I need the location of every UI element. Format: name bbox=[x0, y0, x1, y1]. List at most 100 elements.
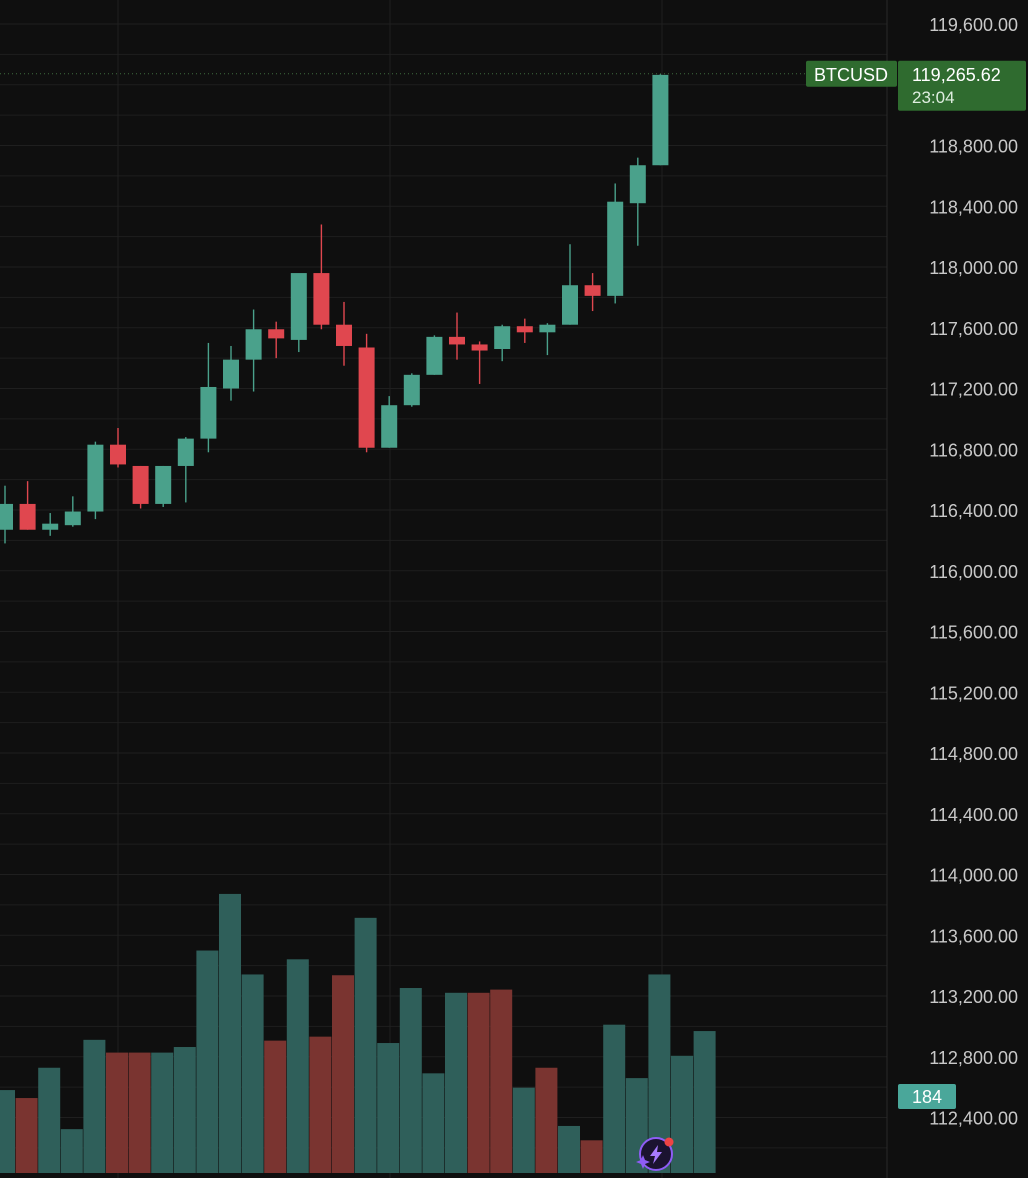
candle[interactable] bbox=[652, 74, 669, 166]
candle[interactable] bbox=[87, 441, 104, 520]
candle[interactable] bbox=[539, 323, 556, 356]
volume-bar bbox=[399, 988, 422, 1173]
volume-bar bbox=[60, 1129, 83, 1173]
symbol-label: BTCUSD bbox=[814, 65, 888, 85]
volume-bar bbox=[264, 1040, 287, 1173]
candle[interactable] bbox=[358, 333, 375, 453]
candle-body bbox=[155, 465, 172, 504]
volume-layer bbox=[0, 893, 716, 1173]
price-axis[interactable]: 119,600.00 118,800.00 118,400.00 118,000.00… bbox=[929, 15, 1018, 1129]
price-tick-label: 116,000.00 bbox=[929, 562, 1018, 582]
candle[interactable] bbox=[64, 496, 81, 527]
candle[interactable] bbox=[584, 273, 601, 312]
candle-body bbox=[200, 386, 217, 439]
candle[interactable] bbox=[200, 342, 217, 453]
volume-bar bbox=[354, 917, 377, 1173]
volume-bar bbox=[332, 975, 354, 1173]
candle-body bbox=[42, 523, 59, 530]
candle[interactable] bbox=[42, 513, 59, 536]
candle-body bbox=[652, 74, 669, 166]
volume-bar bbox=[106, 1052, 128, 1173]
price-tick-label: 113,600.00 bbox=[929, 926, 1018, 946]
price-tick-label: 119,600.00 bbox=[929, 15, 1018, 35]
volume-tag bbox=[898, 1084, 956, 1109]
last-price-layer: BTCUSD 119,265.62 23:04 184 bbox=[0, 60, 1026, 1109]
volume-bar bbox=[671, 1055, 693, 1173]
volume-bar bbox=[128, 1052, 151, 1173]
candle[interactable] bbox=[516, 318, 533, 343]
candle-body bbox=[562, 285, 578, 325]
candle[interactable] bbox=[177, 437, 194, 503]
candle-body bbox=[19, 503, 36, 530]
candle[interactable] bbox=[426, 335, 443, 375]
volume-bar bbox=[309, 1036, 332, 1173]
sparkle-bolt-icon[interactable] bbox=[636, 1137, 674, 1171]
volume-bar bbox=[512, 1087, 535, 1173]
candle-body bbox=[336, 324, 352, 346]
candle[interactable] bbox=[132, 465, 149, 509]
candle[interactable] bbox=[403, 373, 420, 407]
price-tick-label: 118,400.00 bbox=[929, 197, 1018, 217]
volume-bar bbox=[196, 950, 219, 1173]
price-tick-label: 116,800.00 bbox=[929, 440, 1018, 460]
volume-bar bbox=[648, 974, 671, 1173]
candle-body bbox=[494, 326, 511, 350]
candle[interactable] bbox=[223, 345, 239, 401]
price-tick-label: 113,200.00 bbox=[929, 987, 1018, 1007]
candle-body bbox=[223, 359, 239, 389]
price-tick-label: 115,200.00 bbox=[929, 683, 1018, 703]
volume-bar bbox=[693, 1031, 716, 1173]
candle-body bbox=[132, 465, 149, 504]
candle-body bbox=[313, 273, 330, 325]
candle[interactable] bbox=[313, 224, 330, 330]
volume-bar bbox=[445, 992, 467, 1173]
price-tick-label: 116,400.00 bbox=[929, 501, 1018, 521]
candle[interactable] bbox=[0, 485, 13, 544]
candle-body bbox=[539, 324, 556, 333]
price-tick-label: 114,400.00 bbox=[929, 805, 1018, 825]
candle[interactable] bbox=[449, 312, 465, 360]
volume-bar bbox=[377, 1043, 400, 1173]
candle-body bbox=[471, 344, 488, 351]
volume-bar bbox=[603, 1024, 626, 1173]
candle[interactable] bbox=[562, 244, 578, 325]
price-tick-label: 112,400.00 bbox=[929, 1109, 1018, 1129]
volume-bar bbox=[490, 989, 513, 1173]
candle[interactable] bbox=[336, 301, 352, 366]
candle[interactable] bbox=[245, 309, 262, 392]
candle[interactable] bbox=[629, 157, 646, 246]
candle-body bbox=[449, 336, 465, 345]
price-tick-label: 118,800.00 bbox=[929, 137, 1018, 157]
price-tick-label: 117,600.00 bbox=[929, 319, 1018, 339]
candle[interactable] bbox=[607, 183, 624, 304]
volume-bar bbox=[38, 1067, 61, 1173]
volume-bar bbox=[286, 959, 309, 1173]
volume-bar bbox=[241, 974, 264, 1173]
volume-bar bbox=[0, 1090, 15, 1173]
candle[interactable] bbox=[471, 341, 488, 384]
candle[interactable] bbox=[110, 427, 126, 468]
candle[interactable] bbox=[268, 321, 285, 359]
candle[interactable] bbox=[290, 273, 307, 353]
volume-bar bbox=[422, 1073, 445, 1173]
candle-layer bbox=[0, 74, 669, 544]
candle[interactable] bbox=[494, 324, 511, 362]
candle-body bbox=[584, 285, 601, 296]
volume-bar bbox=[15, 1098, 38, 1173]
last-price-tag bbox=[898, 60, 1026, 111]
volume-bar bbox=[151, 1052, 174, 1173]
candle[interactable] bbox=[381, 396, 398, 448]
candle-body bbox=[64, 511, 81, 526]
candle[interactable] bbox=[19, 481, 36, 530]
candle-body bbox=[268, 329, 285, 339]
candle-body bbox=[177, 438, 194, 466]
price-tick-label: 114,000.00 bbox=[929, 866, 1018, 886]
candle[interactable] bbox=[155, 465, 172, 507]
candle-body bbox=[629, 165, 646, 204]
candle-body bbox=[110, 444, 126, 465]
candle-body bbox=[426, 336, 443, 375]
volume-bar bbox=[219, 893, 241, 1173]
price-tick-label: 117,200.00 bbox=[929, 380, 1018, 400]
